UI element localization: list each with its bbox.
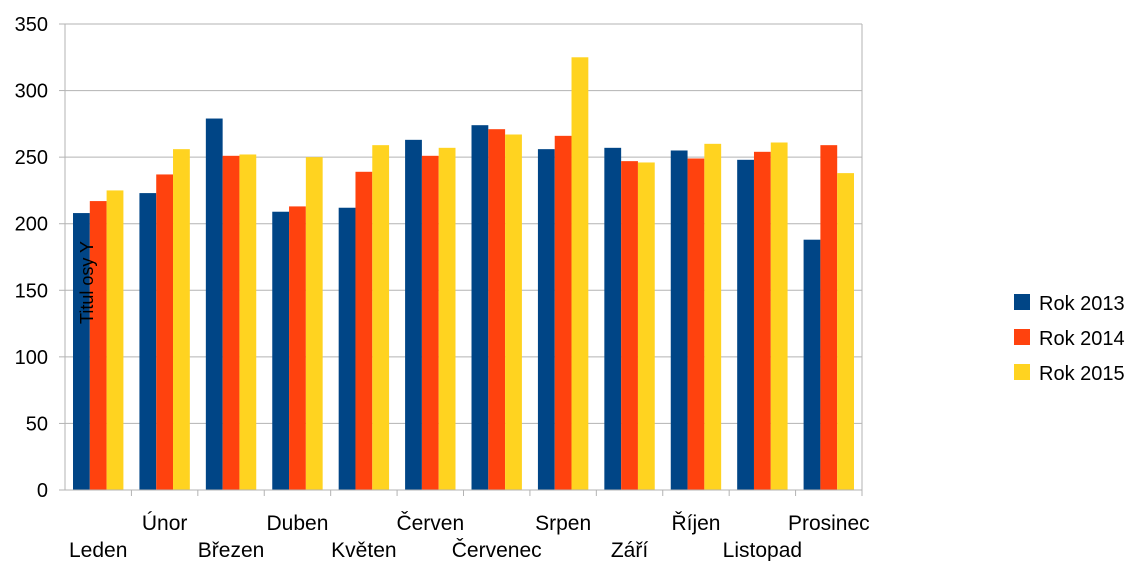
y-tick-label: 50 xyxy=(26,413,48,435)
bar-rok-2015-11 xyxy=(837,173,854,490)
x-tick-label: Říjen xyxy=(671,512,720,535)
y-tick-label: 150 xyxy=(15,280,48,302)
bar-rok-2013-1 xyxy=(139,193,157,490)
bar-rok-2013-0 xyxy=(73,213,90,490)
bar-rok-2013-8 xyxy=(604,147,622,490)
x-tick-label: Listopad xyxy=(723,539,802,561)
bar-rok-2015-4 xyxy=(372,145,390,490)
y-tick-labels: 0 50 100 150 200 250 300 350 xyxy=(15,14,48,502)
x-tick-label: Září xyxy=(611,539,649,561)
x-tick-label: Únor xyxy=(142,512,188,535)
y-tick-label: 200 xyxy=(15,214,48,236)
bar-rok-2015-6 xyxy=(505,134,522,490)
legend-label: Rok 2014 xyxy=(1039,328,1125,350)
y-tick-label: 250 xyxy=(15,147,48,169)
gridlines xyxy=(65,23,862,491)
legend-label: Rok 2013 xyxy=(1039,293,1125,315)
bar-rok-2014-10 xyxy=(753,151,771,490)
bar-rok-2015-2 xyxy=(239,154,257,491)
bar-rok-2015-0 xyxy=(106,190,124,490)
bar-rok-2013-10 xyxy=(737,159,754,490)
legend: Rok 2013 Rok 2014 Rok 2015 xyxy=(1014,293,1125,385)
bar-rok-2013-3 xyxy=(272,211,290,490)
bar-rok-2015-1 xyxy=(173,149,190,490)
bar-rok-2015-3 xyxy=(305,157,323,490)
x-tick-label: Červenec xyxy=(452,539,542,561)
axes xyxy=(59,23,863,496)
x-tick-label: Květen xyxy=(331,539,396,561)
bar-rok-2013-4 xyxy=(338,207,356,491)
bar-rok-2014-8 xyxy=(621,161,638,490)
bar-rok-2013-7 xyxy=(537,149,555,490)
x-tick-label: Duben xyxy=(267,512,329,535)
bar-rok-2014-4 xyxy=(355,171,373,490)
x-tick-label: Prosinec xyxy=(788,512,870,535)
bar-rok-2015-7 xyxy=(571,57,589,491)
bar-rok-2015-9 xyxy=(704,143,722,491)
legend-label: Rok 2015 xyxy=(1039,363,1125,385)
bar-rok-2014-6 xyxy=(488,129,506,490)
x-tick-label: Červen xyxy=(396,512,464,535)
bar-rok-2013-11 xyxy=(803,239,821,490)
y-tick-label: 0 xyxy=(37,480,48,502)
y-tick-label: 300 xyxy=(15,81,48,103)
x-tick-label: Srpen xyxy=(535,512,591,535)
bar-rok-2014-1 xyxy=(156,174,174,491)
legend-swatch xyxy=(1014,364,1030,380)
bar-rok-2014-9 xyxy=(687,158,705,490)
bars xyxy=(73,57,854,491)
bar-rok-2014-3 xyxy=(289,206,306,491)
bar-rok-2013-5 xyxy=(405,139,422,490)
bar-rok-2015-10 xyxy=(770,142,788,491)
bar-rok-2013-9 xyxy=(670,150,688,490)
bar-rok-2014-0 xyxy=(89,201,107,490)
x-tick-label: Březen xyxy=(198,539,265,561)
bar-rok-2014-7 xyxy=(554,135,572,490)
y-axis-title: Titul osy Y xyxy=(77,241,97,324)
bar-rok-2013-2 xyxy=(205,118,223,490)
legend-swatch xyxy=(1014,294,1030,310)
bar-rok-2015-5 xyxy=(438,147,456,490)
y-tick-label: 350 xyxy=(15,14,48,36)
legend-swatch xyxy=(1014,329,1030,345)
bar-rok-2014-11 xyxy=(820,145,838,490)
y-tick-label: 100 xyxy=(15,347,48,369)
bar-rok-2014-2 xyxy=(222,155,240,490)
bar-rok-2014-5 xyxy=(421,155,439,490)
x-tick-label: Leden xyxy=(69,539,127,561)
bar-rok-2015-8 xyxy=(637,162,655,490)
bar-rok-2013-6 xyxy=(471,125,489,490)
